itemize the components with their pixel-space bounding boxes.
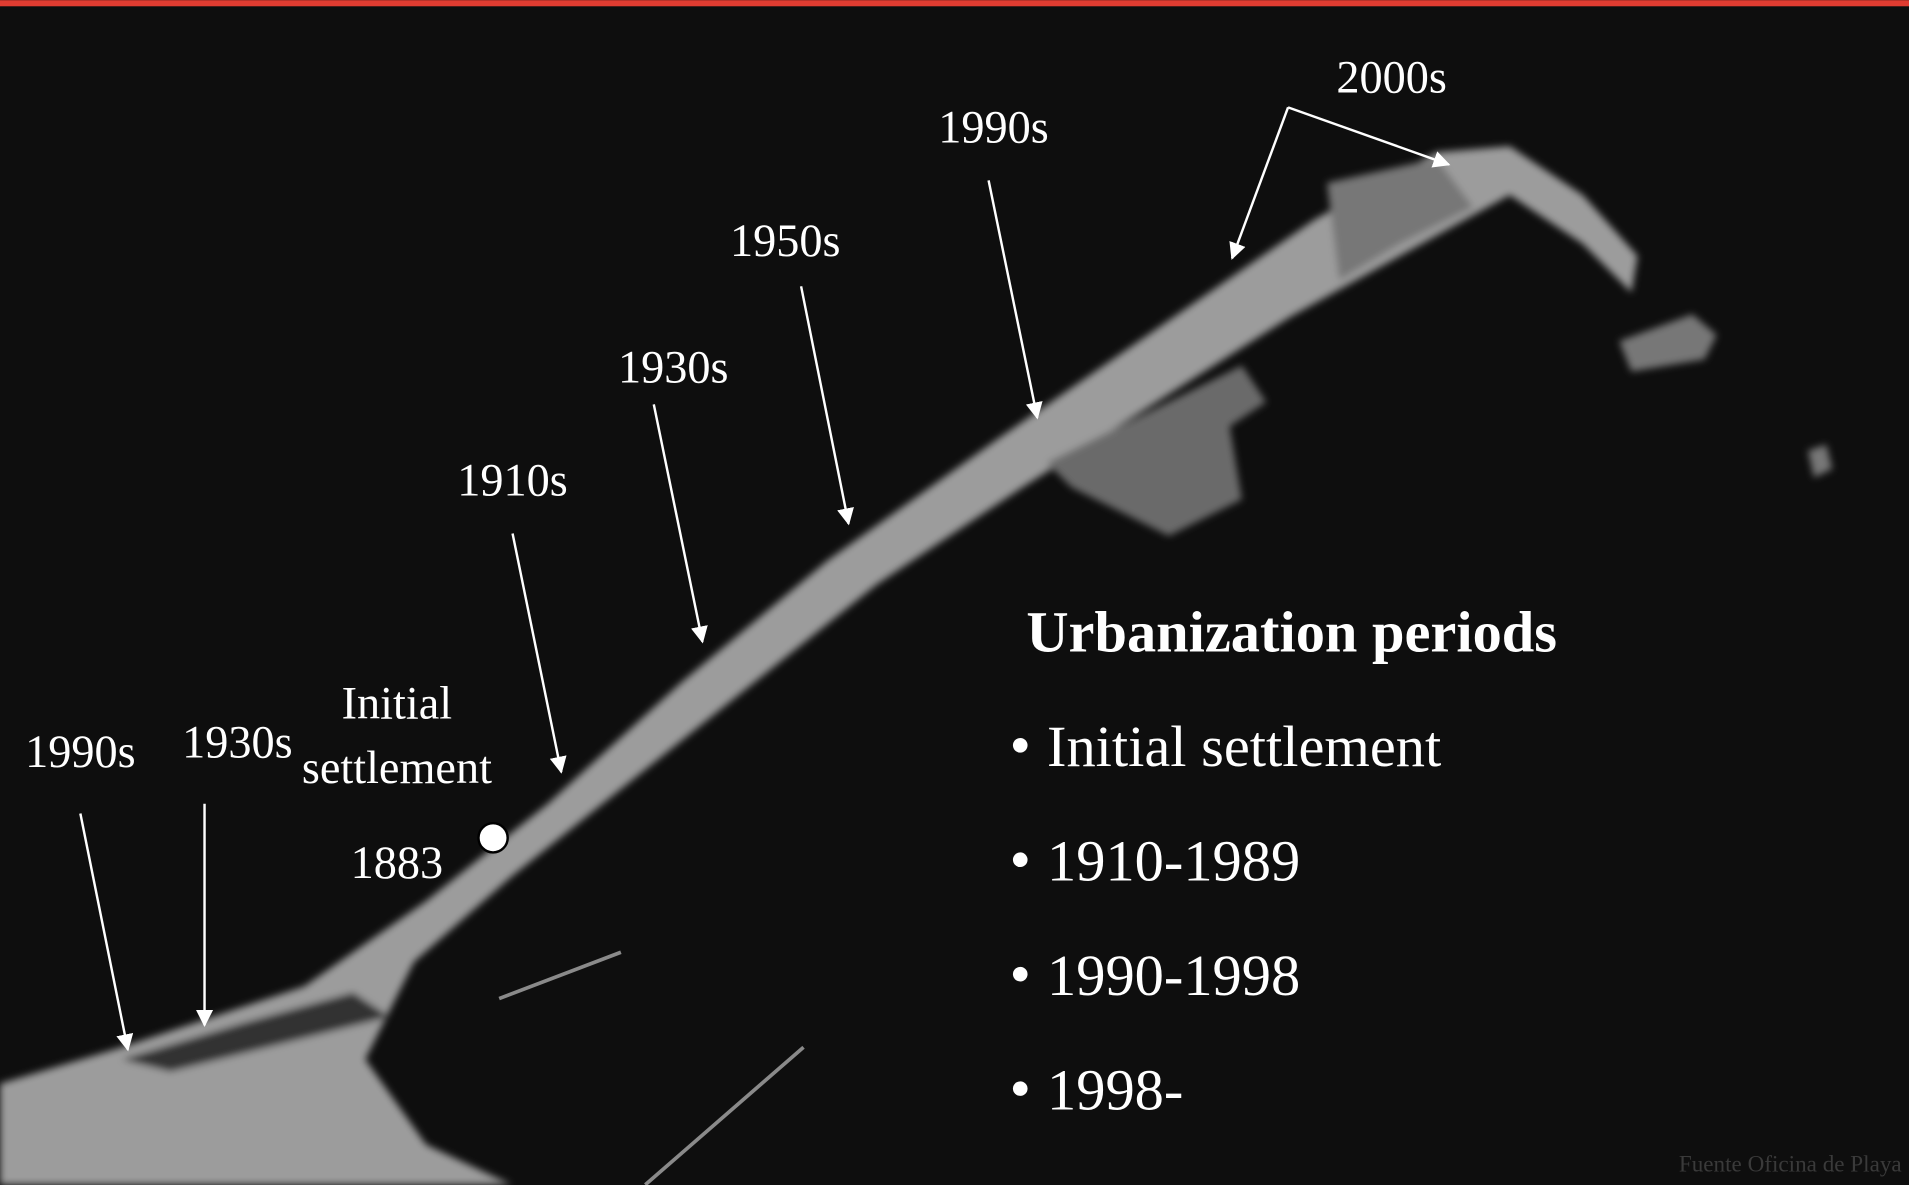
period-label: 2000s xyxy=(1336,53,1447,104)
top-rule xyxy=(0,0,1909,7)
land xyxy=(0,146,1833,1185)
legend-items: Initial settlement 1910-1989 1990-1998 1… xyxy=(1012,714,1441,1122)
period-label: 1930s xyxy=(618,342,729,393)
period-label: 1910s xyxy=(457,456,568,507)
settlement-label: settlement xyxy=(302,743,492,794)
period-label: 1950s xyxy=(730,216,841,267)
legend-item: 1998- xyxy=(1047,1057,1183,1122)
settlement-marker xyxy=(477,821,509,854)
jetty xyxy=(498,950,622,1001)
legend-item: Initial settlement xyxy=(1047,714,1441,779)
period-label: 1990s xyxy=(938,103,1048,154)
jetty xyxy=(644,1045,805,1185)
legend-item: 1990-1998 xyxy=(1047,943,1300,1008)
year-label: 1883 xyxy=(351,838,444,889)
period-label: 1930s xyxy=(182,717,293,768)
arrows xyxy=(79,106,1451,1052)
source: Fuente Oficina de Playa xyxy=(1679,1151,1902,1177)
period-label: 1990s xyxy=(25,727,136,778)
settlement-label: Initial xyxy=(342,679,452,730)
legend-item: 1910-1989 xyxy=(1047,828,1300,893)
legend-title: Urbanization periods xyxy=(1026,600,1557,665)
